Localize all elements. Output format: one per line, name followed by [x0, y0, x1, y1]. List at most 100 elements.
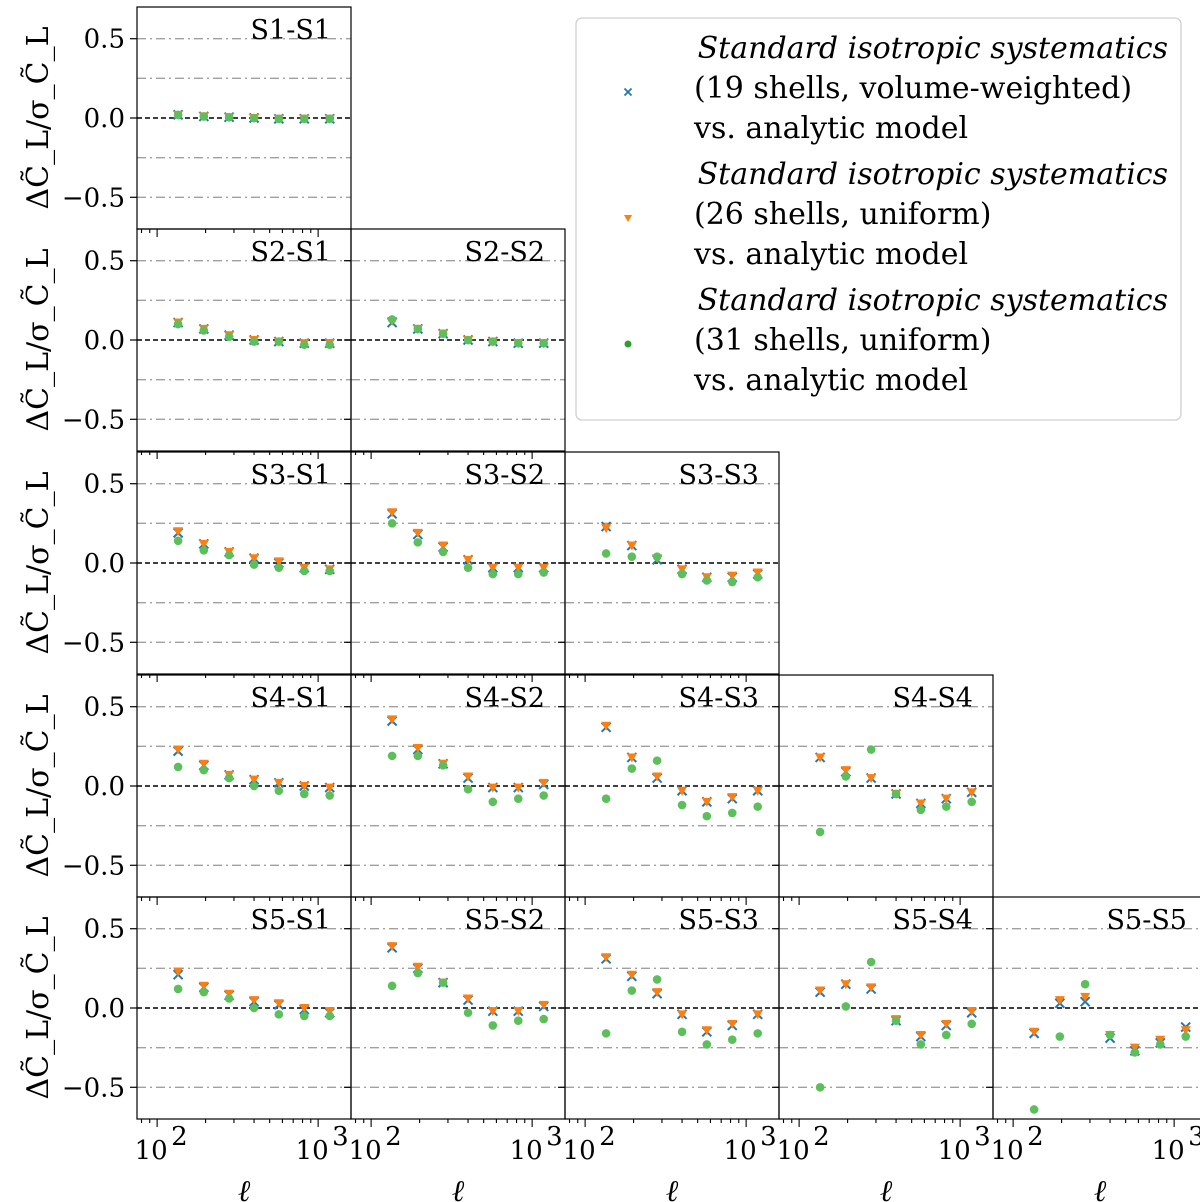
marker-triangle: [198, 539, 209, 549]
y-tick-label: 0.0: [84, 549, 125, 579]
marker-triangle: [173, 527, 184, 537]
marker-triangle: [840, 980, 851, 990]
marker-circle: [173, 110, 183, 120]
marker-triangle: [387, 715, 398, 725]
marker-circle: [199, 326, 209, 335]
x-axis-label: ℓ: [1094, 1174, 1107, 1202]
marker-triangle: [299, 1004, 310, 1013]
marker-circle: [325, 566, 335, 576]
marker-triangle: [487, 783, 498, 793]
marker-triangle: [752, 786, 763, 796]
marker-circle: [199, 112, 209, 121]
marker-circle: [387, 751, 397, 761]
panel-title: S1-S1: [251, 15, 331, 46]
marker-triangle: [866, 983, 877, 993]
marker-triangle: [1080, 992, 1091, 1002]
legend-frame: [575, 17, 1182, 421]
panel-title: S3-S3: [679, 460, 759, 491]
marker-circle: [199, 765, 209, 775]
marker-circle: [601, 1029, 611, 1038]
marker-triangle: [412, 962, 423, 972]
x-tick-exponent: 3: [332, 1122, 349, 1152]
marker-circle: [1080, 979, 1090, 989]
y-axis-label: ΔC̃_L/σ_C̃_L: [21, 248, 56, 431]
marker-circle: [652, 975, 662, 984]
panel-title: S2-S1: [251, 237, 331, 268]
marker-triangle: [513, 563, 524, 573]
marker-triangle: [601, 721, 612, 731]
marker-circle: [702, 1040, 712, 1049]
marker-circle: [513, 794, 523, 803]
marker-circle: [438, 329, 448, 338]
marker-circle: [387, 981, 397, 991]
marker-triangle: [915, 1030, 926, 1040]
marker-triangle: [249, 554, 260, 564]
marker-circle: [274, 563, 284, 573]
y-tick-label: 0.5: [84, 693, 125, 723]
marker-circle: [325, 114, 335, 124]
marker-triangle: [701, 797, 712, 807]
marker-circle: [815, 1082, 825, 1092]
marker-triangle: [752, 1010, 763, 1020]
marker-circle: [274, 786, 284, 796]
marker-circle: [702, 576, 712, 585]
marker-triangle: [412, 743, 423, 753]
marker-circle: [677, 800, 687, 810]
x-axis-label: ℓ: [666, 1174, 679, 1202]
x-tick-label: 10: [724, 1136, 757, 1166]
marker-circle: [677, 1027, 687, 1037]
legend-marker-x: [623, 87, 633, 97]
marker-circle: [1105, 1030, 1115, 1040]
marker-triangle: [966, 1007, 977, 1017]
marker-triangle: [198, 981, 209, 991]
marker-triangle: [412, 528, 423, 538]
legend-entry-detail: (26 shells, uniform): [694, 197, 991, 232]
x-axis-label: ℓ: [238, 1174, 251, 1202]
marker-circle: [173, 319, 183, 329]
marker-triangle: [463, 772, 474, 782]
marker-circle: [891, 789, 901, 799]
x-tick-label: 10: [777, 1136, 810, 1166]
marker-circle: [539, 791, 549, 800]
marker-circle: [387, 519, 397, 528]
y-axis-label: ΔC̃_L/σ_C̃_L: [21, 916, 56, 1099]
marker-circle: [539, 338, 549, 348]
marker-triangle: [601, 953, 612, 963]
marker-circle: [1181, 1032, 1191, 1041]
marker-circle: [224, 112, 234, 122]
panel-s4-s4: S4-S4: [772, 674, 994, 905]
marker-triangle: [1054, 996, 1065, 1006]
marker-triangle: [941, 794, 952, 804]
marker-triangle: [538, 1000, 549, 1010]
marker-circle: [513, 569, 523, 579]
panel-title: S4-S4: [893, 683, 973, 714]
marker-circle: [463, 563, 473, 573]
marker-triangle: [487, 563, 498, 573]
y-tick-label: 0.5: [84, 25, 125, 55]
marker-triangle: [487, 1007, 498, 1017]
marker-circle: [627, 764, 637, 773]
marker-circle: [274, 114, 284, 124]
x-tick-label: 10: [1152, 1136, 1185, 1166]
panel-title: S5-S5: [1107, 905, 1187, 936]
marker-circle: [224, 550, 234, 560]
legend-entry-comparison: vs. analytic model: [693, 237, 968, 272]
y-tick-label: 0.0: [84, 104, 125, 134]
y-tick-label: 0.0: [84, 772, 125, 802]
marker-triangle: [513, 1007, 524, 1017]
y-tick-label: 0.5: [84, 915, 125, 945]
x-tick-label: 10: [349, 1136, 382, 1166]
marker-circle: [1130, 1048, 1140, 1057]
marker-circle: [299, 340, 309, 350]
marker-triangle: [1180, 1026, 1191, 1036]
panel-title: S4-S3: [679, 683, 759, 714]
legend-entry-comparison: vs. analytic model: [693, 363, 968, 398]
panel-s4-s3: S4-S3: [558, 674, 780, 905]
marker-triangle: [677, 1010, 688, 1020]
marker-triangle: [601, 524, 612, 534]
panel-title: S2-S2: [465, 237, 545, 268]
marker-circle: [299, 1011, 309, 1021]
marker-circle: [413, 968, 423, 978]
